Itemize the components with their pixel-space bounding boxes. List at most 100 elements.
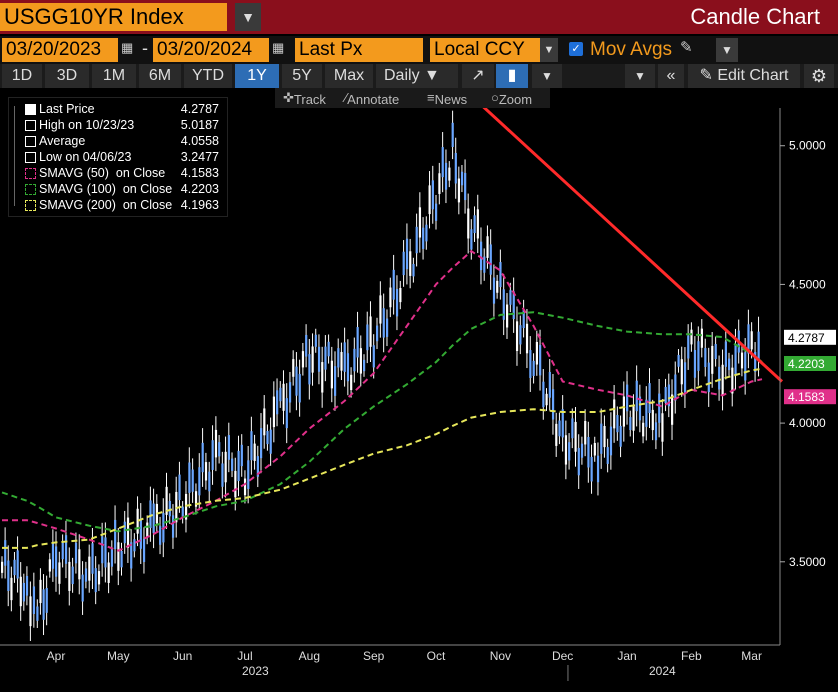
zoom-tool[interactable]: ○ Zoom [491, 90, 533, 107]
period-6m[interactable]: 6M [139, 64, 181, 88]
candle-body [448, 167, 451, 181]
legend-row: High on 10/23/23 5.0187 [9, 117, 223, 133]
candle-body [45, 588, 48, 613]
candle-body [159, 526, 162, 545]
x-tick-label: Jun [173, 649, 192, 663]
candle-body [499, 262, 502, 288]
y-tick-label: 3.5000 [789, 555, 826, 569]
edit-chart-button[interactable]: ✎ Edit Chart [688, 64, 800, 88]
period-1d[interactable]: 1D [2, 64, 42, 88]
candle-body [4, 540, 7, 566]
candle-body [509, 290, 512, 305]
candle-body [418, 207, 422, 238]
price-chart[interactable]: 3.5000 4.0000 4.5000 5.0000 Apr May Jun Jul Aug… [0, 108, 838, 692]
candle-body [470, 229, 473, 250]
candle-body [645, 399, 648, 427]
pencil-icon[interactable]: ✎ [680, 39, 693, 56]
annotate-tool[interactable]: ∕ Annotate [345, 90, 400, 107]
ticker-field[interactable]: USGG10YR Index [0, 3, 227, 31]
candle-body [314, 334, 317, 347]
candle-body [415, 226, 418, 254]
candle-body [690, 329, 693, 345]
candle-body [234, 470, 237, 498]
x-tick-label: Sep [363, 649, 385, 663]
track-tool[interactable]: ✜ Track [283, 90, 326, 107]
candle-body [224, 451, 227, 483]
start-date-field[interactable]: 03/20/2023 [2, 38, 118, 62]
candle-body [683, 362, 687, 393]
candle-body [574, 421, 577, 452]
candle-body [279, 387, 282, 402]
candle-body [25, 576, 29, 596]
candle-body [272, 396, 276, 428]
candle-body [266, 431, 269, 445]
candle-body [171, 515, 175, 538]
candle-body [658, 393, 661, 423]
legend-label: Low on 04/06/23 [39, 150, 132, 164]
candle-body [479, 241, 483, 271]
candle-body [117, 542, 120, 571]
candle-body [126, 517, 130, 548]
currency-selector[interactable]: Local CCY [430, 38, 540, 62]
candle-body [754, 351, 757, 372]
calendar-icon[interactable]: ▦ [121, 40, 134, 55]
title-bar: USGG10YR Index ▼ Candle Chart [0, 0, 838, 34]
period-1m[interactable]: 1M [92, 64, 136, 88]
chart-style-dropdown-icon[interactable]: ▼ [532, 64, 562, 88]
gear-icon[interactable]: ⚙ [804, 64, 834, 88]
candle-body [29, 596, 32, 627]
ticker-dropdown-icon[interactable]: ▼ [235, 3, 261, 31]
collapse-icon[interactable]: « [658, 64, 684, 88]
last-value-labels: 4.2787 4.2203 4.1583 [784, 329, 836, 405]
period-5y[interactable]: 5Y [282, 64, 322, 88]
candle-body [139, 518, 142, 549]
candle-body [629, 417, 632, 431]
currency-dropdown-icon[interactable]: ▼ [540, 38, 558, 62]
last-value-badge [784, 389, 836, 405]
candle-body [626, 384, 629, 412]
field-selector[interactable]: Last Px [295, 38, 423, 62]
candle-body [359, 348, 362, 374]
candle-chart-icon[interactable]: ▮ [496, 64, 528, 88]
candle-body [506, 304, 509, 328]
period-3d[interactable]: 3D [45, 64, 89, 88]
more-dropdown-icon[interactable]: ▼ [625, 64, 655, 88]
news-tool[interactable]: ≡ News [427, 90, 468, 107]
y-axis: 3.5000 4.0000 4.5000 5.0000 [779, 108, 826, 645]
candle-body [16, 550, 19, 579]
candle-body [707, 362, 710, 393]
edit-chart-label: Edit Chart [717, 67, 789, 84]
candle-body [428, 185, 431, 215]
period-1y[interactable]: 1Y [235, 64, 279, 88]
candle-body [622, 396, 625, 427]
legend-swatch [25, 184, 36, 195]
candle-body [667, 384, 670, 407]
mov-avgs-checkbox[interactable]: ✓ [569, 42, 583, 56]
candle-body [88, 556, 91, 581]
candle-body [327, 341, 330, 357]
line-chart-icon[interactable]: ↗ [462, 64, 494, 88]
candle-body [492, 277, 496, 304]
candle-body [152, 503, 155, 534]
controls-bar: 03/20/2023 ▦ - 03/20/2024 ▦ Last Px Loca… [0, 36, 838, 64]
chart-legend: Last Price 4.2787 High on 10/23/23 5.0187 Av… [8, 97, 228, 217]
period-max[interactable]: Max [325, 64, 373, 88]
candle-body [476, 209, 479, 239]
period-ytd[interactable]: YTD [184, 64, 232, 88]
end-date-field[interactable]: 03/20/2024 [153, 38, 269, 62]
frequency-selector[interactable]: Daily ▼ [376, 64, 458, 88]
legend-label: Average [39, 134, 86, 148]
zoom-label: Zoom [498, 92, 533, 107]
candle-body [123, 521, 126, 544]
candle-body [671, 394, 674, 425]
legend-label: SMAVG (50) on Close [39, 166, 166, 180]
candle-body [120, 550, 123, 568]
period-bar: 1D 3D 1M 6M YTD 1Y 5Y Max Daily ▼ ↗ ▮ ▼ … [0, 64, 838, 88]
candle-body [616, 415, 619, 433]
candle-body [301, 351, 305, 368]
candle-body [372, 345, 375, 368]
candle-body [603, 425, 606, 448]
mov-avgs-dropdown-icon[interactable]: ▼ [716, 38, 738, 62]
calendar-icon[interactable]: ▦ [272, 40, 285, 55]
candle-body [337, 348, 340, 368]
